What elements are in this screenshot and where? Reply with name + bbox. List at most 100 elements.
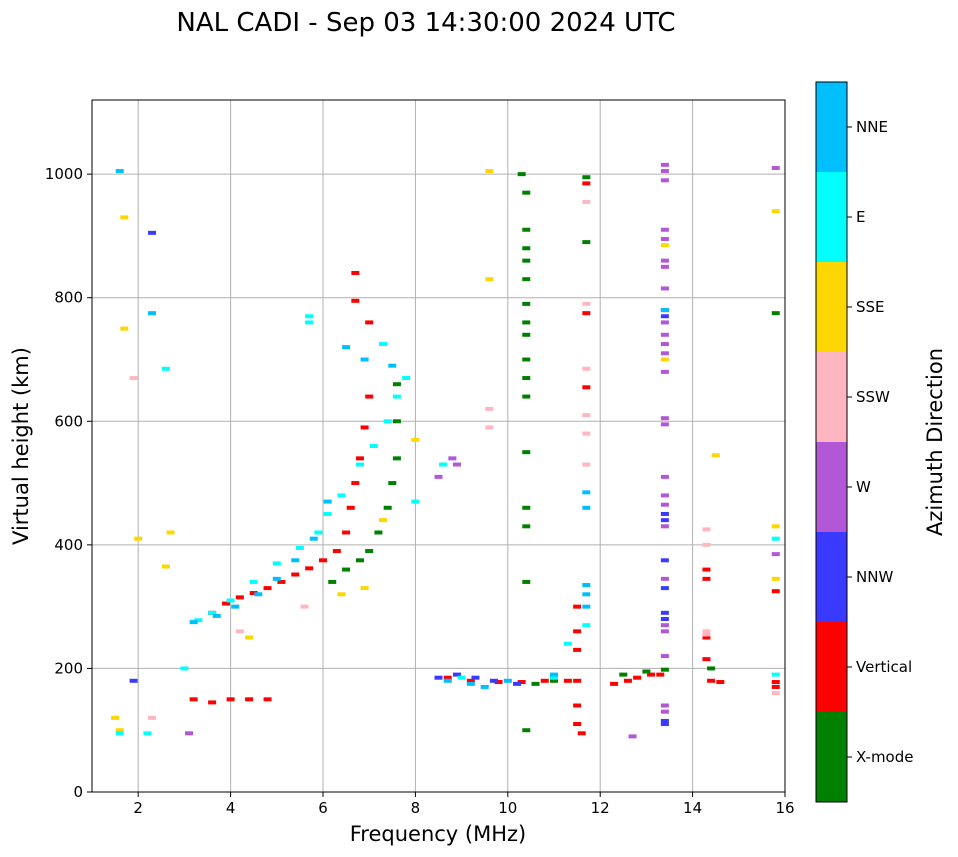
echo-point-sse xyxy=(120,215,129,220)
echo-point-sse xyxy=(245,635,254,640)
echo-point-e xyxy=(272,561,281,566)
echo-point-nnw xyxy=(660,610,669,615)
x-tick-label: 16 xyxy=(775,799,794,817)
echo-point-vertical xyxy=(582,311,591,316)
echo-point-vertical xyxy=(263,586,272,591)
echo-point-vertical xyxy=(771,680,780,685)
echo-point-nnw xyxy=(452,672,461,677)
echo-point-nne xyxy=(660,308,669,313)
echo-point-e xyxy=(369,444,378,448)
colorbar-tick-label: X-mode xyxy=(856,748,913,766)
echo-point-x-mode xyxy=(771,311,780,316)
echo-point-x-mode xyxy=(531,681,540,686)
echo-point-sse xyxy=(166,530,175,535)
echo-point-nnw xyxy=(660,518,669,523)
colorbar-segment-vertical xyxy=(816,622,847,712)
y-tick-label: 0 xyxy=(73,783,83,801)
echo-point-x-mode xyxy=(550,678,558,683)
echo-point-vertical xyxy=(360,425,369,430)
colorbar-tick-label: SSW xyxy=(856,388,890,406)
echo-point-x-mode xyxy=(388,481,397,486)
echo-point-ssw xyxy=(148,715,157,720)
echo-point-nnw xyxy=(129,678,138,683)
echo-point-nne xyxy=(254,592,263,597)
echo-point-nne xyxy=(212,613,221,618)
colorbar-segment-nnw xyxy=(816,532,847,622)
echo-point-w xyxy=(660,162,669,167)
echo-point-sse xyxy=(485,169,494,174)
chart-title: NAL CADI - Sep 03 14:30:00 2024 UTC xyxy=(176,8,675,38)
colorbar-tick-label: W xyxy=(856,478,871,496)
echo-point-e xyxy=(771,672,780,677)
echo-point-vertical xyxy=(443,675,452,680)
echo-point-w xyxy=(660,320,669,325)
echo-point-x-mode xyxy=(522,277,531,282)
echo-point-sse xyxy=(771,524,780,529)
echo-point-w xyxy=(660,342,669,347)
echo-point-sse xyxy=(411,437,420,442)
echo-point-nnw xyxy=(434,675,443,680)
plot-frame xyxy=(91,99,786,793)
echo-point-e xyxy=(314,530,323,535)
echo-point-vertical xyxy=(771,684,780,689)
colorbar-segment-w xyxy=(816,442,847,532)
echo-point-ssw xyxy=(235,629,244,634)
echo-point-w xyxy=(434,474,443,479)
echo-point-x-mode xyxy=(582,240,591,245)
echo-point-x-mode xyxy=(522,320,531,325)
echo-point-vertical xyxy=(494,680,503,685)
echo-point-vertical xyxy=(577,731,586,736)
echo-point-nne xyxy=(582,583,591,588)
echo-point-nne xyxy=(360,357,369,362)
echo-point-x-mode xyxy=(522,376,531,381)
x-tick-label: 2 xyxy=(133,799,143,817)
echo-point-nne xyxy=(480,684,489,689)
echo-point-nne xyxy=(582,490,591,495)
echo-point-vertical xyxy=(517,680,526,685)
echo-point-x-mode xyxy=(517,172,526,177)
echo-point-sse xyxy=(337,592,346,597)
echo-point-e xyxy=(457,675,466,680)
echo-point-vertical xyxy=(573,647,582,652)
echo-point-ssw xyxy=(582,199,591,204)
colorbar-segment-sse xyxy=(816,262,847,352)
echo-point-e xyxy=(295,545,304,550)
echo-point-ssw xyxy=(771,691,780,696)
echo-point-vertical xyxy=(633,675,642,680)
echo-point-ssw xyxy=(582,301,591,306)
echo-point-w xyxy=(660,576,669,581)
echo-point-vertical xyxy=(771,589,780,594)
y-axis-label: Virtual height (km) xyxy=(9,347,33,545)
echo-point-nnw xyxy=(660,722,669,727)
colorbar-segment-x-mode xyxy=(816,712,847,802)
plot-background xyxy=(92,100,785,792)
echo-point-x-mode xyxy=(522,579,531,584)
echo-point-vertical xyxy=(249,591,258,596)
echo-point-x-mode xyxy=(383,505,392,510)
echo-point-e xyxy=(115,731,124,736)
echo-point-nnw xyxy=(513,681,522,686)
echo-point-e xyxy=(582,623,591,628)
echo-point-vertical xyxy=(610,681,619,686)
colorbar-segment-nne xyxy=(816,82,847,172)
echo-point-vertical xyxy=(319,558,327,563)
echo-point-x-mode xyxy=(619,672,628,677)
echo-point-vertical xyxy=(702,635,711,640)
x-tick-label: 12 xyxy=(591,799,610,817)
echo-point-sse xyxy=(660,357,669,362)
echo-point-sse xyxy=(134,536,143,541)
echo-point-vertical xyxy=(342,530,351,535)
echo-point-vertical xyxy=(573,629,582,634)
echo-point-nne xyxy=(503,678,512,683)
echo-point-x-mode xyxy=(522,227,531,232)
echo-point-x-mode xyxy=(582,175,591,180)
echo-point-x-mode xyxy=(522,332,531,337)
colorbar-tick-label: NNW xyxy=(856,568,893,586)
echo-point-sse xyxy=(161,564,170,569)
echo-point-e xyxy=(771,536,780,541)
echo-point-w xyxy=(660,422,669,427)
colorbar-label: Azimuth Direction xyxy=(923,348,947,536)
echo-point-e xyxy=(323,511,332,516)
echo-point-x-mode xyxy=(522,450,531,455)
